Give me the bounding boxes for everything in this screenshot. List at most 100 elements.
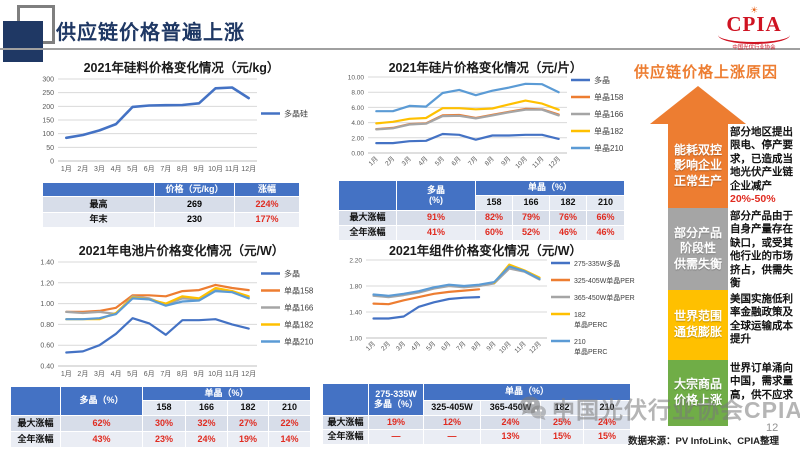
svg-text:2月: 2月 [77,370,88,378]
table-header-cell: 182 [549,195,587,211]
svg-text:5月: 5月 [424,340,437,353]
table-header-cell: 涨幅 [234,182,300,197]
wafer-price-series-line [375,82,560,113]
data-source-note: 数据来源：PV InfoLink、CPIA整理 [628,436,779,447]
wafer-price-series-line [375,108,560,131]
table-value-cell: 79% [512,210,550,226]
arrow-segment-label: 世界范围 通货膨胀 [673,309,722,339]
table-value-cell: 91% [396,210,476,226]
svg-text:5月: 5月 [127,165,138,173]
svg-text:2.00: 2.00 [351,135,364,142]
svg-text:12月: 12月 [547,155,562,170]
cell-price-series-line [65,317,250,354]
module-price-legend-label: 365-450W单晶PERC [574,293,635,302]
table-header-cell: 166 [185,400,228,416]
svg-text:9月: 9月 [194,165,205,173]
table-cell-price: 多晶（%） 单晶（%） 158 166 182 210 最大涨幅 62% 30% 32% 27% 22… [10,386,312,448]
svg-text:1月: 1月 [367,155,380,168]
arrow-segment-2: 部分产品 阶段性 供需失衡 [668,208,728,290]
svg-text:7月: 7月 [455,340,468,353]
svg-text:8月: 8月 [177,370,188,378]
svg-text:11月: 11月 [531,155,546,170]
page-number: 12 [766,422,779,434]
svg-text:1月: 1月 [364,340,377,353]
segment-description-text: 部分产品由于自身产量存在缺口，或受其他行业的市场挤占，供需失衡 [730,210,793,290]
arrow-segment-4: 大宗商品 价格上涨 [668,360,728,426]
silicon-price-series-line [65,86,250,140]
svg-text:2月: 2月 [379,340,392,353]
table-value-cell: 25% [540,415,584,430]
svg-text:6月: 6月 [450,155,463,168]
module-price-legend-label: 182 [574,312,586,319]
table-header-cell: 158 [475,195,513,211]
table-header-cell: 210 [582,400,632,416]
module-price-title: 2021年组件价格变化情况（元/W） [388,244,583,258]
svg-text:6月: 6月 [440,340,453,353]
table-value-cell: 24% [582,415,632,430]
svg-text:4月: 4月 [417,155,430,168]
wafer-price-legend-label: 单晶166 [594,109,624,119]
module-price-series-line [372,296,481,320]
table-value-cell: 41% [396,225,476,241]
cpia-logo-subtext: 中国光伏行业协会 [732,45,776,51]
svg-text:12月: 12月 [241,370,256,378]
arrow-up-icon [650,86,746,124]
svg-text:1.40: 1.40 [349,310,362,317]
table-value-cell: 52% [512,225,550,241]
svg-text:7月: 7月 [160,165,171,173]
wafer-price-series-line [375,132,560,145]
arrow-segment-1: 能耗双控 影响企业 正常生产 [668,124,728,208]
header-divider [0,48,800,50]
arrow-segment-label: 大宗商品 价格上涨 [673,377,722,407]
svg-text:10.00: 10.00 [348,75,365,82]
table-value-cell: 19% [368,415,424,430]
module-price-series-line [372,265,541,297]
segment-description-text: 部分地区提出限电、停产要求，已造成当地光伏产业链企业减产 [730,126,793,192]
silicon-price-title: 2021年硅料价格变化情况（元/kg） [83,61,280,75]
sidebar-title: 供应链价格上涨原因 [634,64,779,81]
segment-description-2: 部分产品由于自身产量存在缺口，或受其他行业的市场挤占，供需失衡 [730,210,800,291]
wafer-price-legend-label: 多晶 [594,75,610,85]
svg-text:12月: 12月 [241,165,256,173]
arrow-segment-label: 部分产品 阶段性 供需失衡 [673,225,722,271]
svg-text:4月: 4月 [409,340,422,353]
svg-text:4.00: 4.00 [351,120,364,127]
svg-text:5月: 5月 [433,155,446,168]
table-value-cell: 230 [154,212,235,228]
chart-wafer-price: 2021年硅片价格变化情况（元/片） 0.00 2.00 4.00 6.00 8.00 10… [336,57,635,184]
svg-text:1.00: 1.00 [349,336,362,343]
page-title: 供应链价格普遍上涨 [56,22,245,44]
svg-text:2.20: 2.20 [349,258,362,265]
svg-text:5月: 5月 [127,370,138,378]
svg-text:8月: 8月 [483,155,496,168]
svg-text:4月: 4月 [111,165,122,173]
segment-description-3: 美国实施低利率金融政策及全球运输成本提升 [730,293,800,347]
table-header-cell: 单晶（%） [141,386,312,401]
chart-cell-price: 2021年电池片价格变化情况（元/W） 0.40 0.60 0.80 1.00 1.20 1… [28,240,335,387]
table-header-cell: 275-335W 多晶（%） [368,383,424,416]
table-module: 275-335W 多晶（%） 单晶（%） 325-405W 365-450W 182 210… [322,383,632,445]
table-row-label: 年末 [42,212,155,228]
cpia-logo-text: CPIA [726,12,782,36]
table-header-cell: 182 [227,400,269,416]
table-header-cell: 多晶（%） [60,386,143,416]
table-header-cell: 365-450W [480,400,541,416]
table-header-cell: 多晶 (%) [396,180,476,211]
table-value-cell: 43% [60,431,143,448]
table-header-cell: 价格（元/kg） [154,182,235,197]
segment-description-4: 世界订单涌向中国，需求量高，供不应求 [730,362,800,402]
table-header-cell [10,386,61,416]
table-header-cell: 单晶（%） [474,180,626,196]
svg-text:100: 100 [42,131,54,138]
wafer-price-legend-label: 单晶210 [594,143,624,153]
table-value-cell: 62% [60,415,143,432]
table-header-cell: 182 [540,400,584,416]
table-value-cell: 12% [423,415,481,430]
table-header-cell: 325-405W [423,400,481,416]
table-header-cell [322,383,369,416]
module-price-legend-label: 单晶PERC [574,347,607,356]
svg-text:0.60: 0.60 [40,343,54,350]
table-wafer-price: 多晶 (%) 单晶（%） 158 166 182 210 最大涨幅 91% 82% 79% 76% 66… [338,180,626,241]
svg-text:1月: 1月 [61,165,72,173]
